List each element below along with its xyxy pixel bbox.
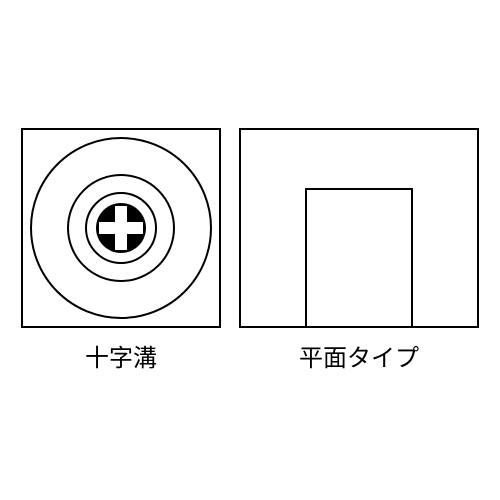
left-group: 十字溝 xyxy=(21,128,221,373)
center-disc xyxy=(96,203,146,253)
flat-type-panel xyxy=(239,128,479,328)
right-label: 平面タイプ xyxy=(299,338,419,373)
cross-vertical xyxy=(115,206,127,250)
diagram-container: 十字溝 平面タイプ xyxy=(21,128,479,373)
circle-stack xyxy=(23,130,219,326)
right-group: 平面タイプ xyxy=(239,128,479,373)
cross-groove-panel xyxy=(21,128,221,328)
left-label: 十字溝 xyxy=(85,338,157,373)
inner-rect xyxy=(305,188,413,326)
